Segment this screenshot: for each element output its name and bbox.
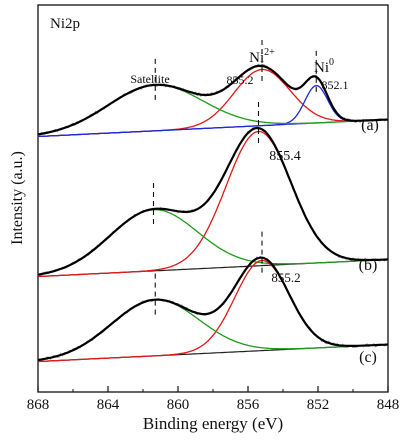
ni2-label-sup: 2+ (264, 47, 275, 58)
panel-0-envelope (38, 66, 388, 135)
panel-c-label: (c) (359, 349, 377, 366)
ni0-label: Ni0 (314, 57, 334, 76)
ni2-label: Ni2+ (249, 47, 275, 66)
plot-frame (38, 5, 388, 392)
x-tick-label-852: 852 (307, 397, 330, 413)
panel-b-label: (b) (359, 257, 378, 274)
ni0-label-base: Ni (314, 60, 329, 76)
panel-2-envelope (38, 258, 388, 360)
x-axis: 868 864 860 856 852 848 (27, 386, 400, 413)
panel-0-raw-data (38, 64, 388, 135)
satellite-label: Satellite (130, 72, 169, 86)
corner-label: Ni2p (50, 16, 80, 32)
panel-a-label: (a) (361, 117, 379, 134)
panel-1-envelope (38, 128, 388, 275)
x-tick-label-868: 868 (27, 397, 50, 413)
ni0-peak-label: 852.1 (322, 78, 349, 92)
x-tick-label-860: 860 (167, 397, 190, 413)
y-axis-label: Intensity (a.u.) (9, 151, 26, 245)
panel-2-fit-satellite (38, 300, 388, 360)
panel-b-peak-label: 855.4 (269, 149, 301, 164)
panel-a-peak-label: 855.2 (227, 73, 254, 87)
x-tick-label-856: 856 (237, 397, 260, 413)
panel-c-peak-label: 855.2 (271, 270, 300, 285)
ni0-label-sup: 0 (329, 57, 334, 68)
x-tick-label-864: 864 (97, 397, 120, 413)
x-axis-label: Binding energy (eV) (143, 414, 283, 433)
ni2-label-base: Ni (249, 50, 264, 66)
x-tick-label-848: 848 (377, 397, 400, 413)
